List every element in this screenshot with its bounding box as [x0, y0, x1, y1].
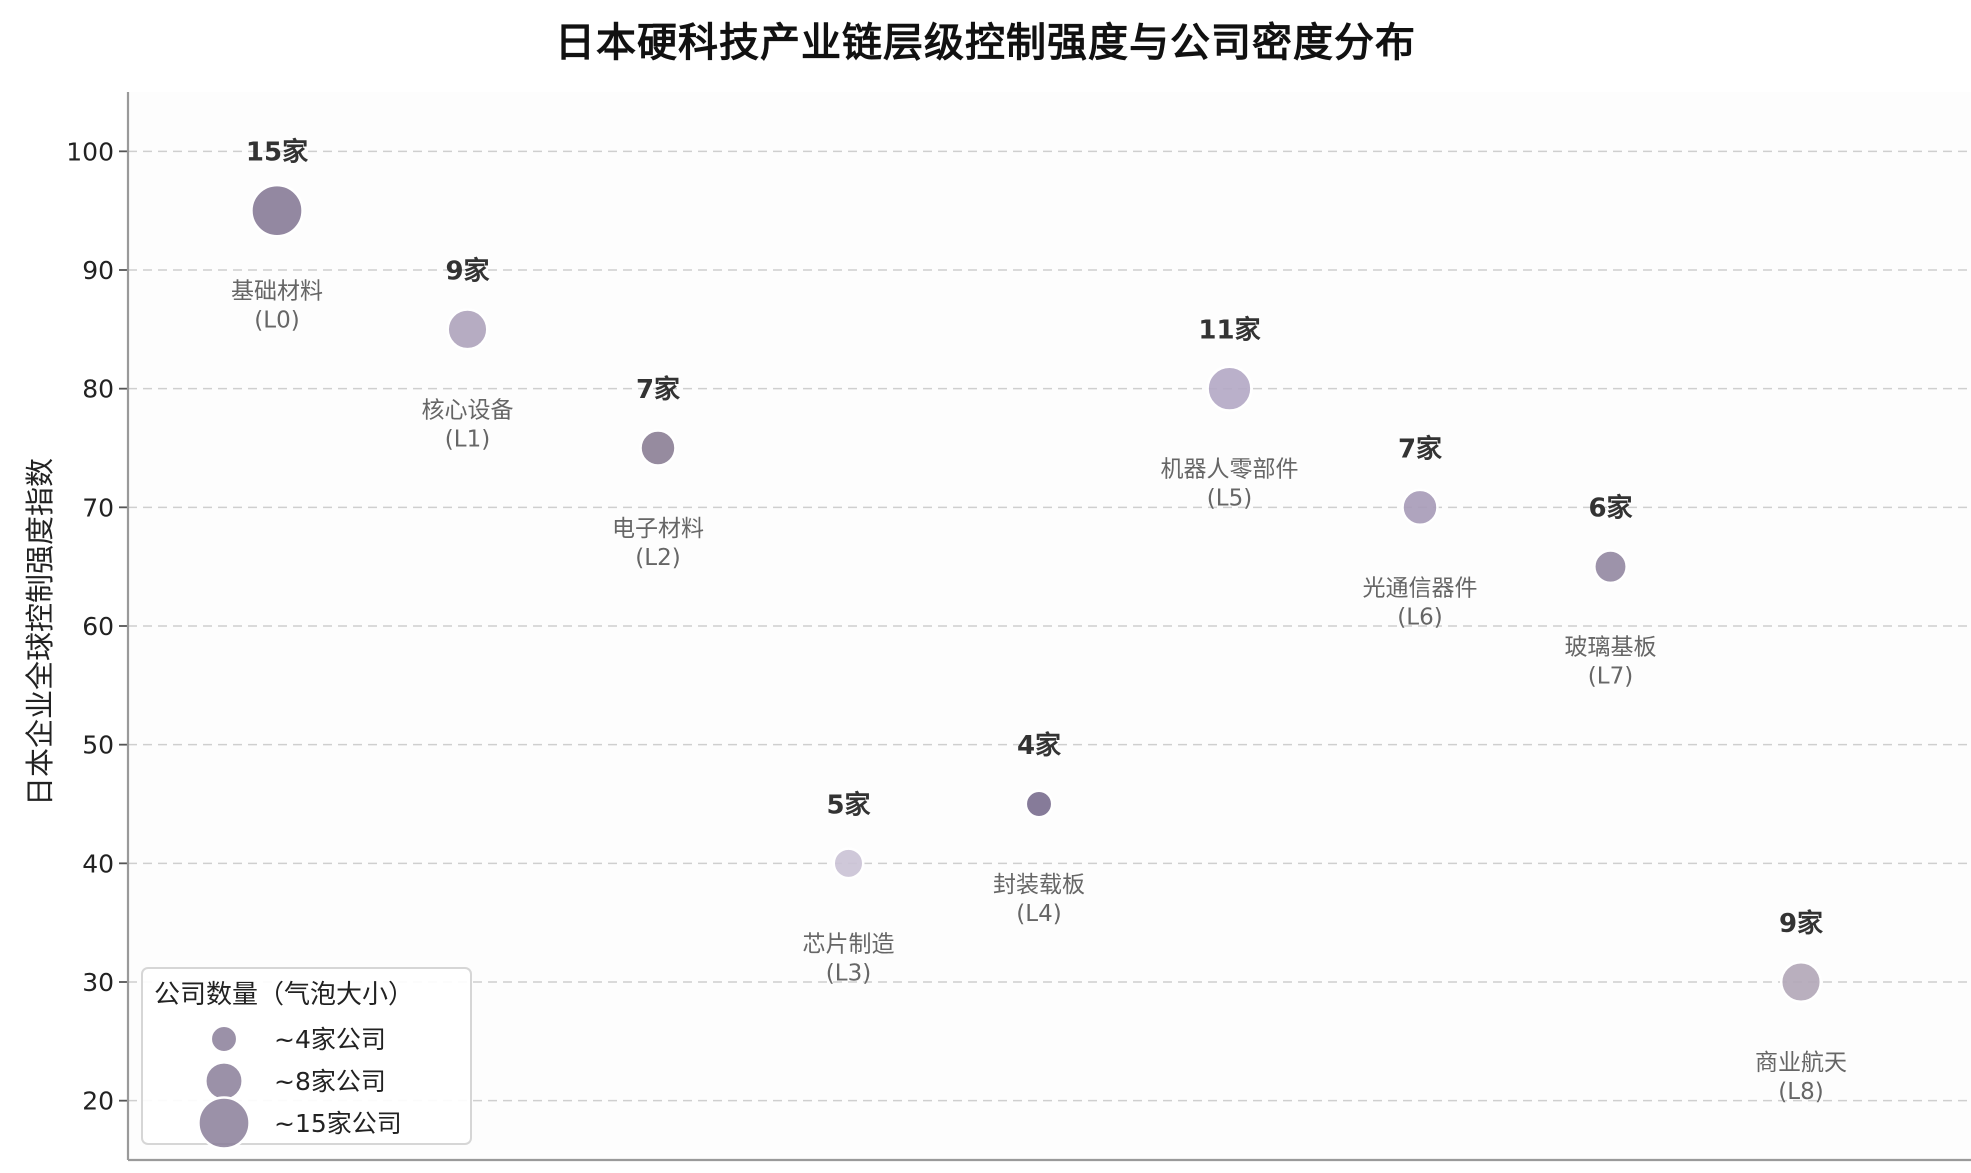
category-label: 基础材料: [231, 279, 323, 305]
count-label: 5家: [826, 789, 870, 820]
axes: 20 30 40 50 60 70 80 90 100: [66, 92, 1971, 1162]
count-label: 9家: [1779, 908, 1823, 939]
y-tick-label: 80: [82, 375, 114, 404]
chart-title: 日本硬科技产业链层级控制强度与公司密度分布: [555, 19, 1416, 66]
y-tick-label: 30: [82, 968, 114, 997]
level-label: (L6): [1397, 604, 1442, 630]
data-bubble: [1401, 488, 1439, 527]
category-label: 电子材料: [612, 516, 704, 542]
y-tick-label: 90: [82, 256, 114, 285]
level-label: (L5): [1207, 486, 1252, 512]
level-label: (L1): [445, 426, 490, 452]
level-label: (L3): [826, 960, 871, 986]
legend-entry-label: ~15家公司: [274, 1109, 402, 1138]
legend-marker: [197, 1096, 251, 1150]
legend-title: 公司数量（气泡大小）: [154, 980, 414, 1010]
count-label: 6家: [1588, 493, 1632, 524]
grid-lines: [128, 150, 1971, 1102]
y-tick-label: 100: [66, 137, 114, 166]
category-label: 商业航天: [1755, 1050, 1847, 1076]
count-label: 15家: [246, 137, 308, 168]
y-tick-label: 20: [82, 1087, 114, 1116]
level-label: (L8): [1778, 1079, 1823, 1105]
y-axis-label: 日本企业全球控制强度指数: [23, 458, 57, 806]
category-label: 光通信器件: [1363, 575, 1478, 601]
data-bubble: [1593, 549, 1628, 585]
bubbles: [250, 183, 1823, 1004]
data-bubble: [1206, 365, 1253, 412]
y-tick-label: 50: [82, 731, 114, 760]
legend-marker: [209, 1024, 239, 1054]
count-label: 4家: [1017, 730, 1061, 761]
data-bubble: [1779, 960, 1823, 1004]
count-label: 7家: [1398, 433, 1442, 464]
data-bubble: [446, 308, 489, 351]
category-label: 封装载板: [993, 872, 1085, 898]
legend-entry-label: ~8家公司: [274, 1067, 386, 1096]
level-label: (L4): [1016, 901, 1061, 927]
count-label: 11家: [1198, 315, 1260, 346]
level-label: (L7): [1588, 664, 1633, 690]
legend: 公司数量（气泡大小） ~4家公司 ~8家公司 ~15家公司: [141, 967, 472, 1150]
category-label: 芯片制造: [803, 931, 895, 957]
category-label: 核心设备: [422, 397, 514, 423]
count-label: 9家: [445, 255, 489, 286]
legend-marker: [204, 1061, 244, 1101]
level-label: (L2): [635, 545, 680, 571]
point-labels: 15家基础材料(L0)9家核心设备(L1)7家电子材料(L2)5家芯片制造(L3…: [231, 137, 1847, 1105]
category-label: 玻璃基板: [1565, 635, 1657, 661]
y-tick-label: 40: [82, 849, 114, 878]
data-bubble: [639, 429, 677, 467]
data-bubble: [832, 847, 865, 880]
y-tick-label: 60: [82, 612, 114, 641]
data-bubble: [1024, 789, 1054, 819]
level-label: (L0): [254, 308, 299, 334]
y-tick-label: 70: [82, 493, 114, 522]
category-label: 机器人零部件: [1161, 457, 1299, 483]
count-label: 7家: [636, 374, 680, 405]
legend-entry-label: ~4家公司: [274, 1025, 386, 1054]
data-bubble: [250, 183, 304, 238]
